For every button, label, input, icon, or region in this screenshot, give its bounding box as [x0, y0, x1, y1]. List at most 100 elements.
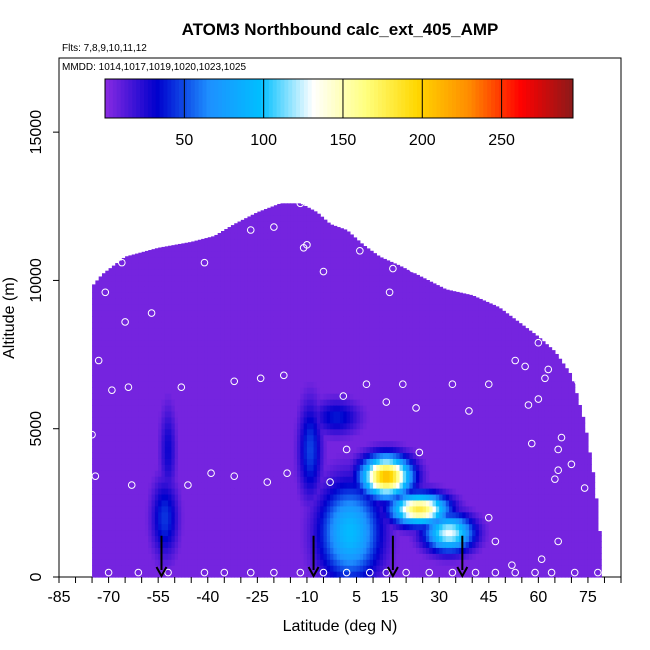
heatmap-cell	[95, 333, 100, 341]
heatmap-cell	[250, 274, 255, 282]
heatmap-cell	[369, 351, 374, 359]
heatmap-cell	[356, 345, 361, 353]
heatmap-cell	[270, 351, 275, 359]
heatmap-cell	[191, 381, 196, 388]
heatmap-cell	[267, 207, 272, 210]
heatmap-cell	[92, 339, 96, 347]
heatmap-cell	[356, 553, 361, 560]
heatmap-cell	[270, 206, 275, 210]
heatmap-cell	[336, 286, 341, 293]
heatmap-cell	[131, 375, 136, 382]
heatmap-cell	[125, 541, 130, 548]
heatmap-cell	[174, 244, 179, 246]
heatmap-cell	[323, 298, 328, 305]
heatmap-cell	[313, 310, 318, 317]
heatmap-cell	[303, 523, 308, 531]
heatmap-cell	[349, 234, 354, 240]
heatmap-cell	[290, 250, 295, 258]
heatmap-cell	[320, 505, 325, 513]
heatmap-cell	[158, 559, 163, 566]
heatmap-cell	[323, 280, 328, 287]
heatmap-cell	[135, 339, 139, 347]
heatmap-cell	[353, 321, 358, 329]
heatmap-cell	[151, 256, 156, 264]
heatmap-cell	[227, 351, 232, 359]
heatmap-cell	[230, 523, 235, 531]
heatmap-cell	[369, 493, 374, 501]
heatmap-cell	[290, 316, 295, 323]
heatmap-cell	[290, 357, 295, 365]
heatmap-cell	[201, 327, 206, 335]
heatmap-cell	[290, 304, 295, 311]
heatmap-cell	[273, 227, 278, 234]
heatmap-cell	[260, 541, 265, 548]
heatmap-cell	[101, 499, 106, 507]
heatmap-cell	[207, 256, 212, 264]
heatmap-cell	[191, 571, 196, 578]
heatmap-cell	[323, 232, 328, 240]
heatmap-cell	[353, 256, 358, 264]
heatmap-cell	[280, 256, 285, 264]
heatmap-cell	[277, 298, 282, 305]
heatmap-cell	[287, 499, 292, 507]
heatmap-cell	[220, 505, 225, 513]
heatmap-cell	[118, 286, 123, 293]
heatmap-cell	[141, 286, 146, 293]
heatmap-cell	[115, 393, 120, 400]
heatmap-cell	[115, 523, 120, 531]
heatmap-cell	[353, 316, 358, 323]
heatmap-cell	[214, 404, 219, 412]
heatmap-cell	[118, 470, 123, 477]
heatmap-cell	[148, 559, 153, 566]
heatmap-cell	[366, 541, 371, 548]
heatmap-cell	[101, 310, 106, 317]
heatmap-cell	[343, 452, 348, 459]
heatmap-cell	[343, 571, 348, 578]
heatmap-cell	[201, 529, 206, 537]
heatmap-cell	[240, 559, 245, 566]
heatmap-cell	[184, 327, 189, 335]
heatmap-cell	[356, 452, 361, 459]
heatmap-cell	[250, 523, 255, 531]
heatmap-cell	[257, 452, 262, 459]
heatmap-cell	[115, 375, 120, 382]
heatmap-cell	[254, 571, 258, 578]
heatmap-cell	[184, 458, 189, 465]
heatmap-cell	[340, 238, 344, 246]
heatmap-cell	[240, 434, 245, 442]
heatmap-cell	[128, 565, 133, 572]
heatmap-cell	[297, 333, 301, 341]
heatmap-cell	[98, 357, 103, 365]
heatmap-cell	[178, 256, 182, 264]
heatmap-cell	[349, 333, 354, 341]
heatmap-cell	[154, 351, 159, 359]
heatmap-cell	[101, 488, 106, 495]
heatmap-cell	[131, 298, 136, 305]
heatmap-cell	[293, 523, 298, 531]
heatmap-cell	[217, 505, 222, 513]
heatmap-cell	[366, 517, 371, 525]
heatmap-cell	[197, 553, 202, 560]
heatmap-cell	[244, 268, 249, 276]
heatmap-cell	[363, 505, 368, 513]
heatmap-cell	[270, 565, 275, 572]
heatmap-cell	[303, 381, 308, 388]
heatmap-cell	[300, 547, 305, 554]
heatmap-cell	[174, 274, 179, 282]
heatmap-cell	[303, 547, 308, 554]
heatmap-cell	[105, 523, 110, 531]
heatmap-cell	[300, 559, 305, 566]
heatmap-cell	[141, 523, 146, 531]
heatmap-cell	[217, 339, 222, 347]
heatmap-cell	[336, 387, 341, 394]
heatmap-cell	[363, 286, 368, 293]
heatmap-cell	[141, 434, 146, 442]
heatmap-cell	[154, 470, 159, 477]
heatmap-cell	[273, 375, 278, 382]
heatmap-cell	[366, 476, 371, 483]
heatmap-cell	[273, 464, 278, 471]
heatmap-cell	[191, 553, 196, 560]
heatmap-cell	[181, 357, 186, 365]
heatmap-cell	[211, 393, 215, 400]
heatmap-cell	[300, 505, 305, 513]
